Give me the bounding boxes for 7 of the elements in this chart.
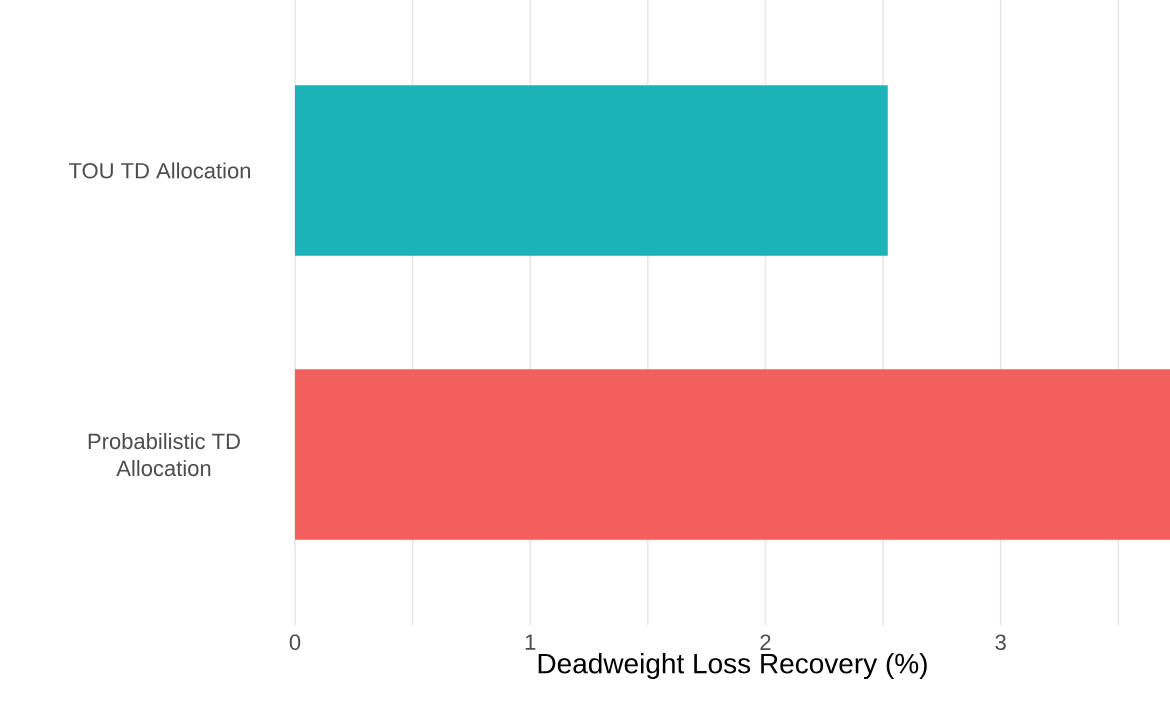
x-tick-label: 2 bbox=[760, 634, 771, 650]
x-tick-label: 1 bbox=[525, 634, 536, 650]
y-tick-label: Probabilistic TD Allocation bbox=[88, 432, 240, 477]
x-axis-title: Deadweight Loss Recovery (%) bbox=[538, 652, 927, 680]
x-tick-label: 0 bbox=[289, 634, 301, 651]
x-tick-label: 3 bbox=[995, 634, 1006, 651]
y-tick-label: TOU TD Allocation bbox=[69, 162, 251, 179]
